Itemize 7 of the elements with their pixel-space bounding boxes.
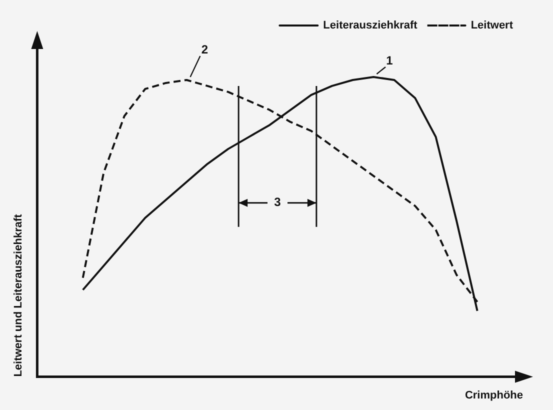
y-axis-title: Leitwert und Leiterausziehkraft	[12, 214, 25, 377]
x-axis-title: Crimphöhe	[464, 389, 523, 402]
text: 2	[201, 42, 208, 56]
annotation: 3	[274, 195, 282, 210]
legend-label: Leiterausziehkraft	[323, 20, 418, 32]
text: 1	[386, 53, 394, 68]
legend-label: Leitwert	[470, 20, 514, 32]
